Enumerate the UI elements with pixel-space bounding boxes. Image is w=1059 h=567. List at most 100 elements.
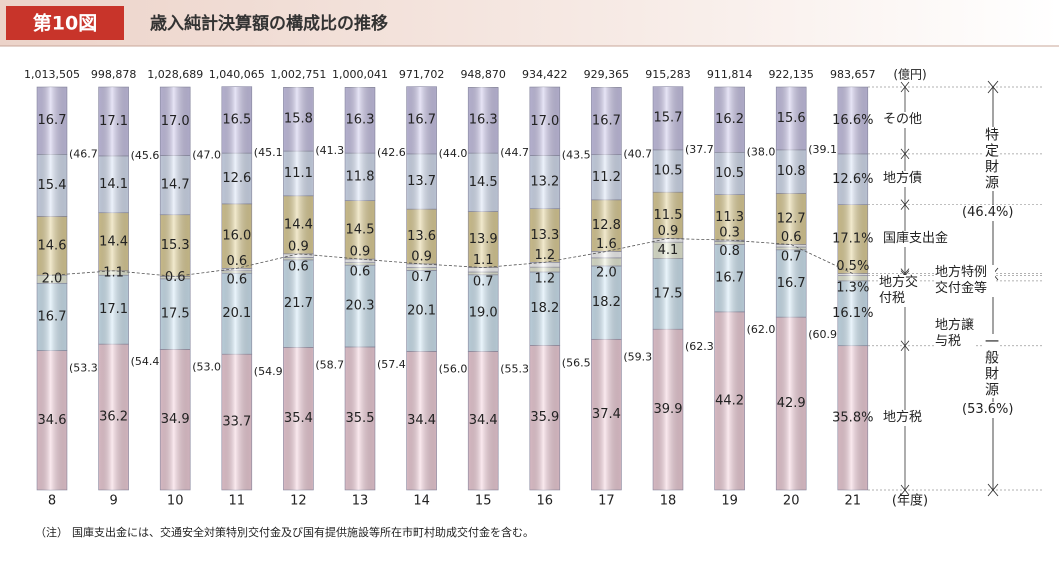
x-tick-label: 12 — [290, 494, 307, 509]
value-label: 19.0 — [469, 306, 498, 321]
specific-share-label: (41.3) — [315, 144, 348, 157]
x-tick-label: 13 — [352, 494, 369, 509]
value-label: 10.5 — [715, 166, 744, 181]
value-label: 14.6 — [38, 238, 67, 253]
value-label: 33.7 — [222, 415, 251, 430]
total-label: 934,422 — [522, 68, 568, 81]
bar-segment — [406, 263, 437, 268]
total-label: 1,040,065 — [209, 68, 265, 81]
specific-share-label: (45.1) — [254, 146, 287, 159]
value-label: 18.2 — [530, 301, 559, 316]
general-share-label: (54.4) — [131, 355, 164, 368]
value-label: 17.0 — [530, 114, 559, 129]
x-tick-label: 20 — [783, 494, 800, 509]
value-label: 16.7 — [715, 271, 744, 286]
value-label: 0.6 — [288, 259, 309, 274]
x-tick-label: 16 — [537, 494, 554, 509]
note: 国庫支出金には、交通安全対策特別交付金及び国有提供施設等所在市町村助成交付金を含… — [72, 525, 534, 539]
general-share-label: (62.3) — [685, 340, 718, 353]
guide-arrowhead — [900, 148, 910, 160]
value-label: 0.9 — [658, 224, 679, 239]
value-label: 20.1 — [222, 306, 251, 321]
value-label: 17.1 — [99, 302, 128, 317]
specific-share-label: (43.5) — [562, 149, 595, 162]
value-label: 13.9 — [469, 232, 498, 247]
value-label: 35.9 — [530, 410, 559, 425]
figure-label-box — [6, 6, 124, 40]
general-share-label: (56.0) — [439, 362, 472, 375]
value-label: 35.4 — [284, 411, 313, 426]
value-label: 0.6 — [226, 273, 247, 288]
value-label: 20.1 — [407, 303, 436, 318]
value-label: 17.5 — [161, 307, 190, 322]
value-label: 16.7 — [38, 309, 67, 324]
value-label: 34.9 — [161, 412, 190, 427]
value-label: 0.9 — [411, 249, 432, 264]
x-tick-label: 8 — [48, 494, 56, 509]
guide-arrowhead — [900, 484, 910, 496]
value-label: 13.6 — [407, 229, 436, 244]
value-label: 0.9 — [350, 245, 371, 260]
value-label: 0.7 — [473, 274, 494, 289]
value-label: 15.7 — [654, 111, 683, 126]
general-share-label: (53.3) — [69, 362, 102, 375]
specific-share-label: (39.1) — [808, 143, 841, 156]
value-label: 0.6 — [226, 254, 247, 269]
share-arrowhead — [987, 80, 999, 94]
general-share-label: (60.9) — [808, 328, 841, 341]
specific-share-label: (42.6) — [377, 146, 410, 159]
series-label: その他 — [883, 112, 943, 129]
value-label: 11.2 — [592, 170, 621, 185]
value-label: 12.7 — [777, 211, 806, 226]
value-label: 0.9 — [288, 239, 309, 254]
series-label: 地方債 — [883, 171, 943, 188]
general-share-label: (54.9) — [254, 365, 287, 378]
value-label: 21.7 — [284, 296, 313, 311]
annotation-label: (46.4%) — [962, 205, 1014, 221]
value-label: 14.4 — [284, 217, 313, 232]
value-label: 16.3 — [469, 113, 498, 128]
specific-share-label: (40.7) — [623, 148, 656, 161]
general-share-label: (53.0) — [192, 360, 225, 373]
specific-share-label: (45.6) — [131, 149, 164, 162]
specific-share-label: (44.7) — [500, 146, 533, 159]
value-label: 15.3 — [161, 238, 190, 253]
value-label: 1.6 — [596, 237, 617, 252]
value-label: 2.0 — [596, 265, 617, 280]
value-label: 15.4 — [38, 178, 67, 193]
specific-share-label: (44.0) — [439, 147, 472, 160]
value-label: 16.7 — [592, 114, 621, 129]
x-tick-label: 9 — [109, 494, 117, 509]
annotation-text: 一般財源 — [983, 333, 999, 398]
guide-arrowhead — [900, 340, 910, 351]
chart-title: 歳入純計決算額の構成比の推移 — [150, 13, 388, 34]
value-label: 44.2 — [715, 393, 744, 408]
specific-share-label: (37.7) — [685, 143, 718, 156]
value-label: 14.5 — [346, 222, 375, 237]
value-label: 34.4 — [469, 413, 498, 428]
value-label: 2.0 — [42, 272, 63, 287]
value-label: 11.5 — [654, 208, 683, 223]
x-tick-label: 10 — [167, 494, 184, 509]
general-share-label: (58.7) — [315, 358, 348, 371]
value-label: 0.6 — [165, 270, 186, 285]
value-label: 16.1% — [832, 306, 873, 321]
specific-share-label: (38.0) — [747, 145, 780, 158]
value-label: 0.6 — [781, 230, 802, 245]
value-label: 17.0 — [161, 114, 190, 129]
value-label: 16.2 — [715, 112, 744, 127]
value-label: 0.5% — [836, 259, 869, 274]
value-label: 11.8 — [346, 169, 375, 184]
share-arrowhead — [987, 483, 999, 497]
value-label: 1.3% — [836, 280, 869, 295]
bar-segment — [467, 267, 499, 273]
value-label: 1.2 — [534, 248, 555, 263]
guide-arrowhead — [900, 81, 910, 93]
value-label: 16.0 — [222, 229, 251, 244]
total-label: 929,365 — [584, 68, 630, 81]
general-share-label: (55.3) — [500, 362, 533, 375]
x-tick-label: 11 — [229, 494, 246, 509]
value-label: 16.6% — [832, 113, 873, 128]
total-label: 1,028,689 — [147, 68, 203, 81]
value-label: 11.1 — [284, 166, 313, 181]
